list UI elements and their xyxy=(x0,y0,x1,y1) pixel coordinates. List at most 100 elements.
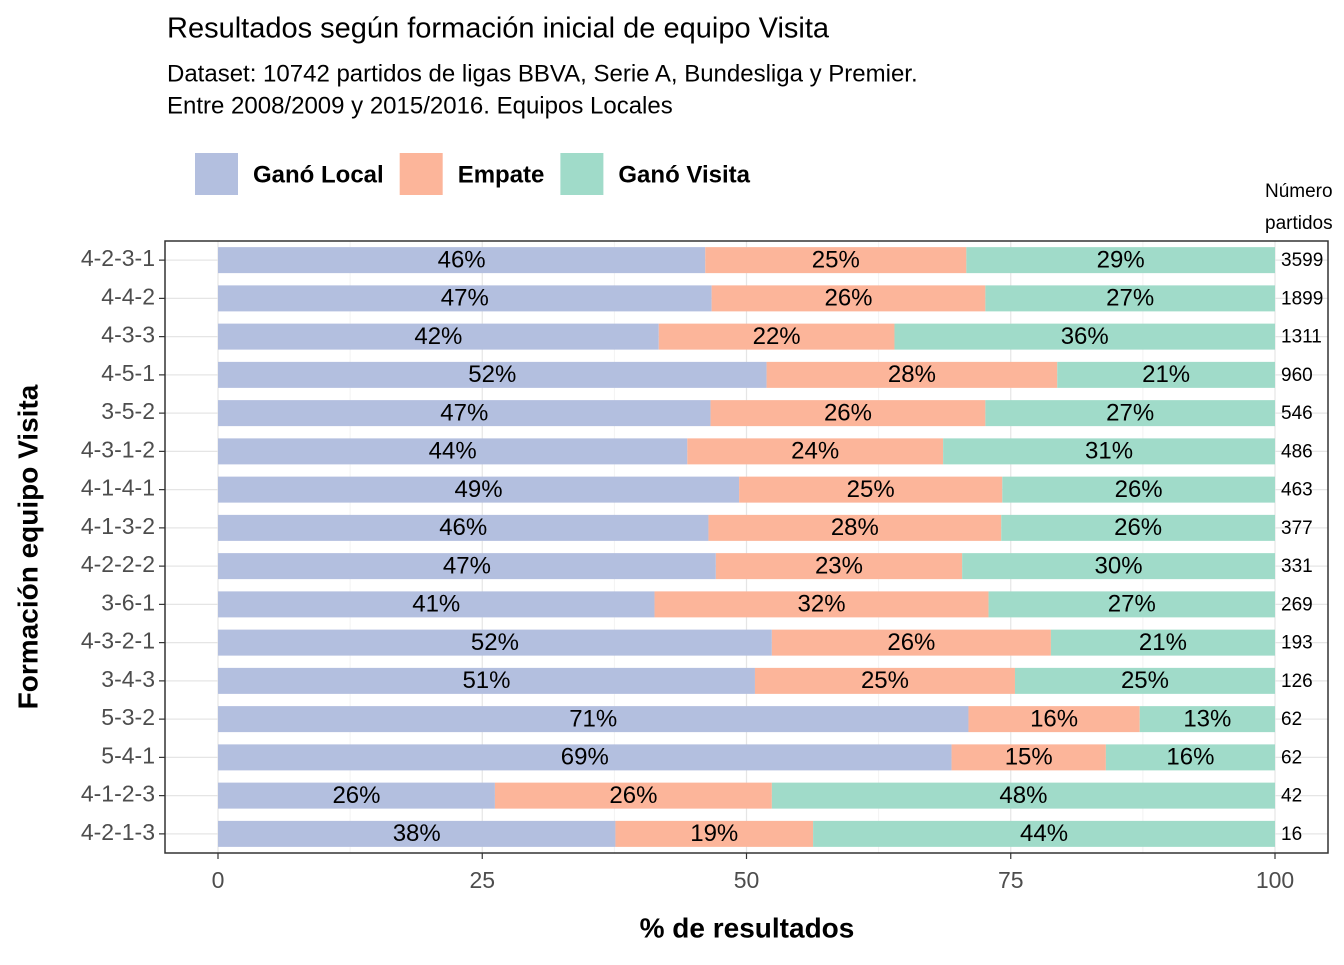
bar-segment xyxy=(218,553,716,580)
count-label: 193 xyxy=(1281,633,1313,654)
bar-segment xyxy=(754,667,1015,694)
bar-segment xyxy=(494,782,772,809)
y-tick-label: 4-5-1 xyxy=(101,360,155,386)
y-tick-label: 4-3-1-2 xyxy=(81,436,155,462)
bar-segment xyxy=(985,285,1275,312)
count-label: 463 xyxy=(1281,480,1313,501)
data-label: 25% xyxy=(861,667,909,694)
data-label: 26% xyxy=(824,399,872,426)
bar-segment xyxy=(218,706,969,733)
x-tick-label: 100 xyxy=(1256,867,1294,893)
data-label: 26% xyxy=(824,285,872,312)
data-label: 42% xyxy=(414,323,462,350)
x-tick-label: 50 xyxy=(734,867,760,893)
bar-segment xyxy=(962,553,1275,580)
legend-swatch xyxy=(195,153,238,195)
data-label: 69% xyxy=(561,744,609,771)
count-label: 486 xyxy=(1281,441,1313,462)
count-label: 42 xyxy=(1281,786,1302,807)
data-label: 71% xyxy=(569,705,617,732)
bar-segment xyxy=(985,400,1275,427)
y-tick-label: 5-4-1 xyxy=(101,742,155,768)
data-label: 26% xyxy=(1114,514,1162,541)
x-tick-label: 0 xyxy=(212,867,225,893)
bar-segment xyxy=(1057,361,1275,388)
bar-segment xyxy=(218,591,655,618)
data-label: 27% xyxy=(1106,399,1154,426)
data-label: 52% xyxy=(471,629,519,656)
legend-swatch xyxy=(560,153,604,195)
bar-segment xyxy=(766,361,1058,388)
bar-segment xyxy=(988,591,1275,618)
data-label: 36% xyxy=(1061,323,1109,350)
bar-segment xyxy=(1050,629,1275,656)
bar-segment xyxy=(658,323,895,350)
count-label: 546 xyxy=(1281,403,1313,424)
bar-segment xyxy=(218,744,952,771)
bar-segment xyxy=(715,553,963,580)
count-label: 62 xyxy=(1281,747,1302,768)
y-tick-label: 4-1-3-2 xyxy=(81,513,155,539)
bar-segment xyxy=(654,591,989,618)
plot-border xyxy=(164,240,1329,854)
count-label: 3599 xyxy=(1281,250,1323,271)
data-label: 38% xyxy=(393,820,441,847)
count-label: 331 xyxy=(1281,556,1313,577)
bar-segment xyxy=(711,285,986,312)
bar-segment xyxy=(771,782,1275,809)
data-label: 15% xyxy=(1005,744,1053,771)
bar-segment xyxy=(968,706,1140,733)
bar-segment xyxy=(813,820,1275,847)
bar-segment xyxy=(218,514,709,541)
count-label: 62 xyxy=(1281,709,1302,730)
data-label: 25% xyxy=(1121,667,1169,694)
data-label: 26% xyxy=(887,629,935,656)
bar-segment xyxy=(771,629,1051,656)
chart-title: Resultados según formación inicial de eq… xyxy=(167,13,830,45)
bar-segment xyxy=(1139,706,1275,733)
data-label: 46% xyxy=(438,246,486,273)
bar-segment xyxy=(708,514,1002,541)
bar-segment xyxy=(615,820,814,847)
bar-segment xyxy=(218,285,712,312)
data-label: 47% xyxy=(443,552,491,579)
legend-label: Ganó Local xyxy=(253,161,384,188)
data-label: 26% xyxy=(332,782,380,809)
data-label: 21% xyxy=(1142,361,1190,388)
data-label: 25% xyxy=(847,476,895,503)
data-label: 44% xyxy=(429,438,477,465)
bar-segment xyxy=(1105,744,1275,771)
count-label: 377 xyxy=(1281,518,1313,539)
bar-segment xyxy=(218,629,772,656)
y-axis-label: Formación equipo Visita xyxy=(12,384,43,709)
data-label: 28% xyxy=(831,514,879,541)
bar-segment xyxy=(710,400,986,427)
count-label: 16 xyxy=(1281,824,1302,845)
data-label: 32% xyxy=(798,591,846,618)
y-tick-label: 4-1-2-3 xyxy=(81,781,155,807)
data-label: 25% xyxy=(812,246,860,273)
y-tick-label: 4-2-2-2 xyxy=(81,551,155,577)
data-label: 29% xyxy=(1097,246,1145,273)
data-label: 19% xyxy=(690,820,738,847)
data-label: 23% xyxy=(815,552,863,579)
bar-segment xyxy=(966,247,1275,274)
data-label: 13% xyxy=(1183,705,1231,732)
data-label: 46% xyxy=(439,514,487,541)
bar-segment xyxy=(218,476,740,503)
chart-subtitle: Entre 2008/2009 y 2015/2016. Equipos Loc… xyxy=(167,92,673,119)
y-tick-label: 4-2-3-1 xyxy=(81,245,155,271)
data-label: 44% xyxy=(1020,820,1068,847)
data-label: 31% xyxy=(1085,438,1133,465)
count-label: 126 xyxy=(1281,671,1313,692)
bar-segment xyxy=(739,476,1003,503)
y-tick-label: 4-2-1-3 xyxy=(81,819,155,845)
data-label: 30% xyxy=(1095,552,1143,579)
bar-segment xyxy=(218,400,711,427)
count-label: 1311 xyxy=(1281,327,1322,348)
data-label: 26% xyxy=(609,782,657,809)
data-label: 47% xyxy=(440,399,488,426)
data-label: 21% xyxy=(1139,629,1187,656)
bar-segment xyxy=(218,438,688,465)
